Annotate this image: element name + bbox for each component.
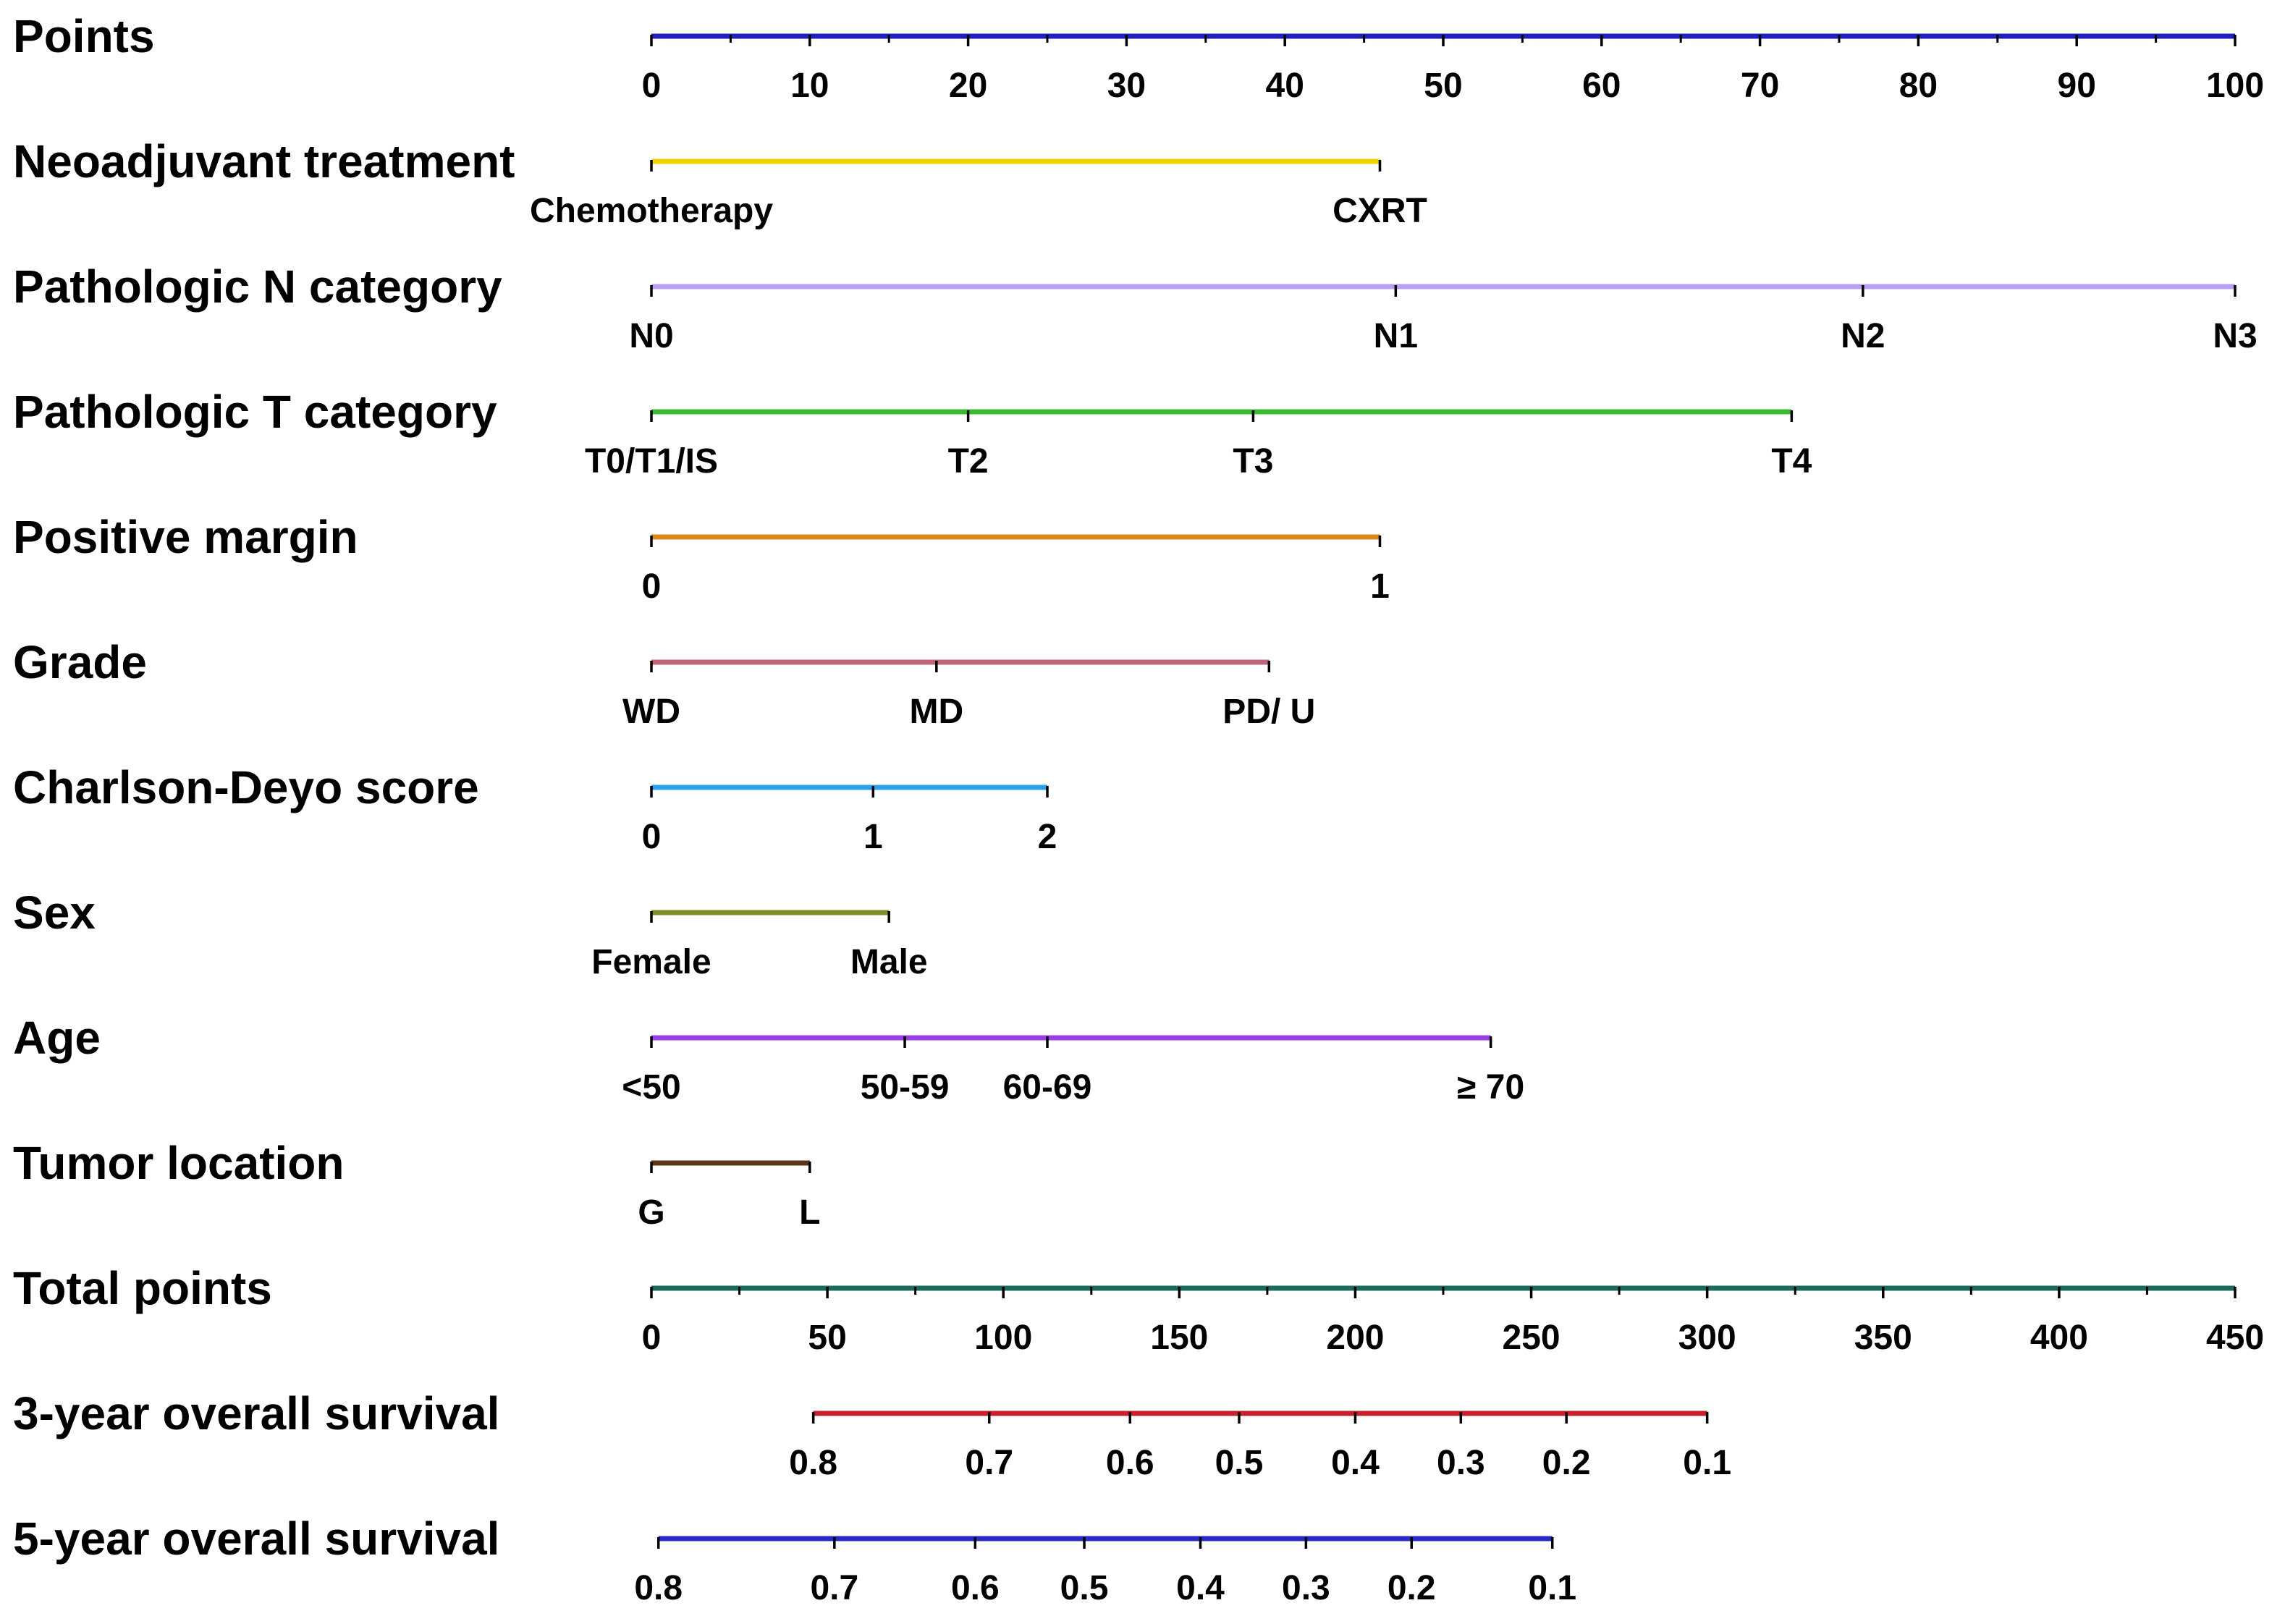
row-label-3-year-overall-survival: 3-year overall survival — [13, 1387, 499, 1439]
row-5-year-overall-survival: 5-year overall survival 0.8 0.7 0.6 0.5 0.4 0.… — [13, 1513, 1576, 1607]
tick-label: Female — [591, 943, 711, 981]
row-label-pathologic-n-category: Pathologic N category — [13, 261, 502, 313]
row-label-grade: Grade — [13, 636, 147, 688]
tick-label: T0/T1/IS — [585, 442, 718, 481]
row-label-pathologic-t-category: Pathologic T category — [13, 386, 497, 438]
row-label-total-points: Total points — [13, 1262, 272, 1314]
tick-label: 200 — [1326, 1319, 1384, 1357]
row-pathologic-t-category: Pathologic T category T0/T1/IS T2 T3 T4 — [13, 386, 1812, 481]
tick-label: 100 — [974, 1319, 1032, 1357]
tick-label: 90 — [2058, 67, 2096, 105]
row-pathologic-n-category: Pathologic N category N0 N1 N2 N3 — [13, 261, 2257, 355]
row-label-neoadjuvant-treatment: Neoadjuvant treatment — [13, 135, 515, 187]
row-charlson-deyo-score: Charlson-Deyo score 0 1 2 — [13, 761, 1057, 856]
row-tumor-location: Tumor location G L — [13, 1137, 820, 1232]
tick-label: Male — [850, 943, 928, 981]
tick-label: <50 — [622, 1068, 680, 1107]
tick-label: 1 — [1370, 567, 1390, 606]
tick-label: 350 — [1854, 1319, 1912, 1357]
tick-label: 50 — [808, 1319, 846, 1357]
row-grade: Grade WD MD PD/ U — [13, 636, 1315, 731]
tick-label: 50 — [1424, 67, 1462, 105]
tick-label: 50-59 — [861, 1068, 950, 1107]
row-sex: Sex Female Male — [13, 887, 928, 981]
tick-label: 0.8 — [789, 1444, 837, 1482]
tick-label: 0.1 — [1528, 1569, 1576, 1607]
tick-label: 60 — [1582, 67, 1621, 105]
row-label-5-year-overall-survival: 5-year overall survival — [13, 1513, 499, 1565]
tick-label: ≥ 70 — [1457, 1068, 1524, 1107]
row-label-age: Age — [13, 1012, 101, 1064]
tick-label: 0.7 — [965, 1444, 1013, 1482]
tick-label: 30 — [1107, 67, 1146, 105]
tick-label: CXRT — [1332, 192, 1427, 230]
tick-label: 0 — [642, 567, 662, 606]
tick-label: 150 — [1150, 1319, 1208, 1357]
tick-label: 0.5 — [1060, 1569, 1109, 1607]
tick-label: 0.8 — [634, 1569, 683, 1607]
tick-label: 0.2 — [1542, 1444, 1591, 1482]
tick-label: 1 — [863, 818, 883, 856]
tick-label: 0 — [642, 67, 662, 105]
row-label-tumor-location: Tumor location — [13, 1137, 344, 1189]
tick-label: N3 — [2213, 317, 2257, 355]
tick-label: N0 — [629, 317, 673, 355]
tick-label: T2 — [948, 442, 989, 481]
row-age: Age <50 50-59 60-69 ≥ 70 — [13, 1012, 1524, 1107]
row-points: Points 0 10 20 30 40 50 60 70 80 90 100 — [13, 10, 2264, 105]
tick-label: 0.6 — [951, 1569, 1000, 1607]
tick-label: 250 — [1503, 1319, 1560, 1357]
row-3-year-overall-survival: 3-year overall survival 0.8 0.7 0.6 0.5 0.4 0.… — [13, 1387, 1731, 1482]
tick-label: N1 — [1374, 317, 1418, 355]
tick-label: MD — [910, 693, 964, 731]
tick-label: 0 — [642, 818, 662, 856]
tick-label: 100 — [2206, 67, 2264, 105]
tick-label: 400 — [2030, 1319, 2088, 1357]
tick-label: Chemotherapy — [530, 192, 773, 230]
tick-label: 0.5 — [1215, 1444, 1264, 1482]
tick-label: PD/ U — [1222, 693, 1315, 731]
tick-label: 2 — [1038, 818, 1057, 856]
tick-label: 300 — [1678, 1319, 1736, 1357]
tick-label: 80 — [1899, 67, 1938, 105]
tick-label: L — [799, 1193, 820, 1232]
tick-label: WD — [622, 693, 680, 731]
tick-label: 0 — [642, 1319, 662, 1357]
row-label-sex: Sex — [13, 887, 96, 939]
row-neoadjuvant-treatment: Neoadjuvant treatment Chemotherapy CXRT — [13, 135, 1427, 230]
tick-label: 0.3 — [1282, 1569, 1330, 1607]
row-label-positive-margin: Positive margin — [13, 511, 358, 563]
tick-label: 0.2 — [1388, 1569, 1436, 1607]
tick-label: N2 — [1841, 317, 1885, 355]
tick-label: 20 — [949, 67, 987, 105]
tick-label: 60-69 — [1003, 1068, 1092, 1107]
tick-label: 40 — [1266, 67, 1304, 105]
tick-label: 0.4 — [1176, 1569, 1225, 1607]
tick-label: 0.7 — [810, 1569, 858, 1607]
row-label-charlson-deyo-score: Charlson-Deyo score — [13, 761, 479, 813]
tick-label: 0.1 — [1683, 1444, 1731, 1482]
tick-label: 0.6 — [1106, 1444, 1154, 1482]
tick-label: G — [638, 1193, 664, 1232]
row-total-points: Total points 0 50 100 150 200 250 300 350 400 450 — [13, 1262, 2264, 1357]
tick-label: 70 — [1741, 67, 1779, 105]
tick-label: 0.4 — [1331, 1444, 1380, 1482]
row-label-points: Points — [13, 10, 155, 62]
tick-label: T4 — [1771, 442, 1812, 481]
tick-label: T3 — [1233, 442, 1273, 481]
row-positive-margin: Positive margin 0 1 — [13, 511, 1390, 606]
tick-label: 10 — [790, 67, 829, 105]
tick-label: 450 — [2206, 1319, 2264, 1357]
tick-label: 0.3 — [1437, 1444, 1485, 1482]
